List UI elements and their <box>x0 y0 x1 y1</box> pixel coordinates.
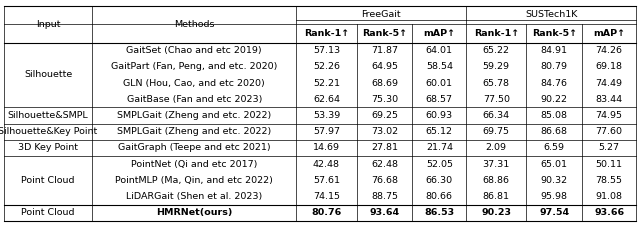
Text: 83.44: 83.44 <box>596 95 623 104</box>
Text: 68.86: 68.86 <box>483 176 510 185</box>
Text: SMPLGait (Zheng and etc. 2022): SMPLGait (Zheng and etc. 2022) <box>117 127 271 136</box>
Text: 42.48: 42.48 <box>313 160 340 169</box>
Text: 86.68: 86.68 <box>541 127 568 136</box>
Text: 58.54: 58.54 <box>426 62 453 71</box>
Text: 68.69: 68.69 <box>371 79 398 88</box>
Text: 2.09: 2.09 <box>486 143 507 153</box>
Text: Input: Input <box>36 20 60 29</box>
Text: 74.49: 74.49 <box>596 79 623 88</box>
Text: 57.13: 57.13 <box>313 46 340 55</box>
Text: 14.69: 14.69 <box>313 143 340 153</box>
Text: 64.01: 64.01 <box>426 46 453 55</box>
Text: GaitSet (Chao and etc 2019): GaitSet (Chao and etc 2019) <box>127 46 262 55</box>
Text: HMRNet(ours): HMRNet(ours) <box>156 208 232 217</box>
Text: 86.81: 86.81 <box>483 192 510 201</box>
Text: 69.75: 69.75 <box>483 127 510 136</box>
Text: 78.55: 78.55 <box>596 176 623 185</box>
Text: 57.97: 57.97 <box>313 127 340 136</box>
Text: 84.76: 84.76 <box>541 79 568 88</box>
Text: 65.22: 65.22 <box>483 46 510 55</box>
Text: 74.26: 74.26 <box>596 46 623 55</box>
Text: 80.79: 80.79 <box>541 62 568 71</box>
Text: 59.29: 59.29 <box>483 62 510 71</box>
Text: 65.01: 65.01 <box>541 160 568 169</box>
Text: Silhouette&SMPL: Silhouette&SMPL <box>8 111 88 120</box>
Text: 76.68: 76.68 <box>371 176 398 185</box>
Text: Silhouette&Key Point: Silhouette&Key Point <box>0 127 98 136</box>
Text: Methods: Methods <box>174 20 214 29</box>
Text: Rank-5↑: Rank-5↑ <box>532 29 577 38</box>
Text: 86.53: 86.53 <box>424 208 454 217</box>
Text: 60.01: 60.01 <box>426 79 453 88</box>
Text: Point Cloud: Point Cloud <box>21 176 75 185</box>
Text: 90.22: 90.22 <box>541 95 568 104</box>
Text: 71.87: 71.87 <box>371 46 398 55</box>
Text: 90.23: 90.23 <box>481 208 511 217</box>
Text: Silhouette: Silhouette <box>24 71 72 79</box>
Text: 97.54: 97.54 <box>540 208 570 217</box>
Text: 93.64: 93.64 <box>369 208 399 217</box>
Text: 5.27: 5.27 <box>598 143 620 153</box>
Text: 80.66: 80.66 <box>426 192 453 201</box>
Text: 69.18: 69.18 <box>596 62 623 71</box>
Text: 6.59: 6.59 <box>544 143 565 153</box>
Text: GaitPart (Fan, Peng, and etc. 2020): GaitPart (Fan, Peng, and etc. 2020) <box>111 62 277 71</box>
Text: mAP↑: mAP↑ <box>593 29 625 38</box>
Text: SMPLGait (Zheng and etc. 2022): SMPLGait (Zheng and etc. 2022) <box>117 111 271 120</box>
Text: 65.12: 65.12 <box>426 127 453 136</box>
Text: 65.78: 65.78 <box>483 79 510 88</box>
Text: GaitGraph (Teepe and etc 2021): GaitGraph (Teepe and etc 2021) <box>118 143 271 153</box>
Text: GLN (Hou, Cao, and etc 2020): GLN (Hou, Cao, and etc 2020) <box>124 79 265 88</box>
Text: mAP↑: mAP↑ <box>423 29 456 38</box>
Text: 85.08: 85.08 <box>541 111 568 120</box>
Text: 21.74: 21.74 <box>426 143 453 153</box>
Text: Rank-1↑: Rank-1↑ <box>474 29 519 38</box>
Text: LiDARGait (Shen et al. 2023): LiDARGait (Shen et al. 2023) <box>126 192 262 201</box>
Text: 88.75: 88.75 <box>371 192 398 201</box>
Text: 66.30: 66.30 <box>426 176 453 185</box>
Text: 52.21: 52.21 <box>313 79 340 88</box>
Text: Rank-5↑: Rank-5↑ <box>362 29 407 38</box>
Text: Point Cloud: Point Cloud <box>21 208 75 217</box>
Text: 50.11: 50.11 <box>596 160 623 169</box>
Text: 73.02: 73.02 <box>371 127 398 136</box>
Text: 90.32: 90.32 <box>541 176 568 185</box>
Text: 62.48: 62.48 <box>371 160 398 169</box>
Text: 52.05: 52.05 <box>426 160 453 169</box>
Text: PointMLP (Ma, Qin, and etc 2022): PointMLP (Ma, Qin, and etc 2022) <box>115 176 273 185</box>
Text: 93.66: 93.66 <box>594 208 624 217</box>
Text: 66.34: 66.34 <box>483 111 510 120</box>
Text: 84.91: 84.91 <box>541 46 568 55</box>
Text: 77.60: 77.60 <box>596 127 623 136</box>
Text: 68.57: 68.57 <box>426 95 453 104</box>
Text: 37.31: 37.31 <box>483 160 510 169</box>
Text: 75.30: 75.30 <box>371 95 398 104</box>
Text: SUSTech1K: SUSTech1K <box>525 10 577 19</box>
Text: 69.25: 69.25 <box>371 111 398 120</box>
Text: 95.98: 95.98 <box>541 192 568 201</box>
Text: 27.81: 27.81 <box>371 143 398 153</box>
Text: 60.93: 60.93 <box>426 111 453 120</box>
Text: 80.76: 80.76 <box>311 208 342 217</box>
Text: 77.50: 77.50 <box>483 95 510 104</box>
Text: FreeGait: FreeGait <box>362 10 401 19</box>
Text: PointNet (Qi and etc 2017): PointNet (Qi and etc 2017) <box>131 160 257 169</box>
Text: 74.15: 74.15 <box>313 192 340 201</box>
Text: 52.26: 52.26 <box>313 62 340 71</box>
Text: 91.08: 91.08 <box>596 192 623 201</box>
Text: 57.61: 57.61 <box>313 176 340 185</box>
Text: Rank-1↑: Rank-1↑ <box>304 29 349 38</box>
Text: 53.39: 53.39 <box>313 111 340 120</box>
Text: GaitBase (Fan and etc 2023): GaitBase (Fan and etc 2023) <box>127 95 262 104</box>
Text: 74.95: 74.95 <box>596 111 623 120</box>
Text: 64.95: 64.95 <box>371 62 398 71</box>
Text: 62.64: 62.64 <box>313 95 340 104</box>
Text: 3D Key Point: 3D Key Point <box>18 143 78 153</box>
